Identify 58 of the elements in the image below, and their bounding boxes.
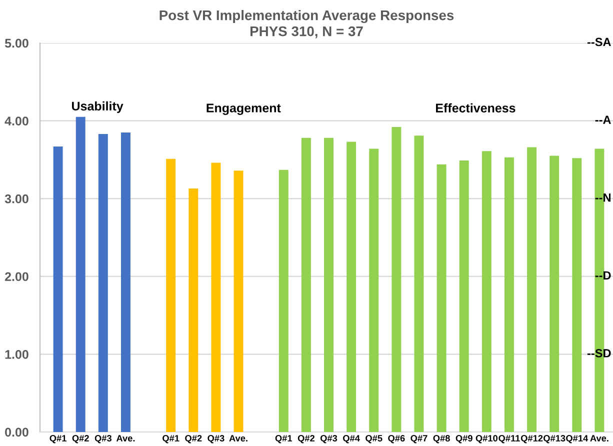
bar bbox=[436, 164, 446, 432]
y-tick-label: 5.00 bbox=[4, 38, 28, 48]
x-tick-label: Q#7 bbox=[410, 435, 428, 444]
x-tick-label: Q#13 bbox=[544, 435, 566, 444]
x-tick-label: Q#3 bbox=[208, 435, 224, 444]
bar bbox=[120, 132, 130, 432]
bar bbox=[211, 162, 221, 432]
chart-subtitle: PHYS 310, N = 37 bbox=[250, 26, 363, 38]
bar bbox=[504, 157, 514, 432]
y-tick-label: 1.00 bbox=[5, 350, 28, 359]
y-tick-label: 0.00 bbox=[5, 428, 28, 437]
bar bbox=[234, 170, 244, 432]
x-tick-label: Q#4 bbox=[343, 435, 360, 444]
bar bbox=[76, 116, 86, 432]
x-tick-label: Ave. bbox=[229, 435, 248, 442]
bar bbox=[527, 147, 537, 432]
x-tick-label: Q#1 bbox=[162, 435, 180, 444]
x-tick-label: Q#2 bbox=[298, 435, 314, 444]
x-tick-label: Ave. bbox=[116, 435, 135, 442]
bar bbox=[301, 138, 311, 432]
x-tick-label: Q#3 bbox=[94, 435, 112, 444]
x-tick-label: Q#1 bbox=[50, 435, 66, 444]
x-tick-label: Q#5 bbox=[366, 435, 382, 444]
x-tick-label: Ave. bbox=[590, 435, 608, 442]
bar bbox=[459, 160, 469, 432]
chart-title: Post VR Implementation Average Responses bbox=[160, 10, 454, 24]
annotation: Engagement bbox=[206, 104, 281, 115]
x-tick-label: Q#14 bbox=[566, 435, 588, 444]
x-tick-label: Q#10 bbox=[476, 435, 498, 444]
bar bbox=[346, 142, 356, 432]
y-tick-label: 4.00 bbox=[4, 116, 28, 126]
x-tick-label: Q#9 bbox=[456, 435, 472, 444]
annotation: Usability bbox=[72, 101, 124, 114]
bar bbox=[98, 134, 108, 432]
x-tick-label: Q#8 bbox=[433, 435, 450, 444]
x-tick-label: Q#2 bbox=[185, 435, 202, 444]
x-tick-label: Q#1 bbox=[275, 435, 292, 444]
y-tick-label: 2.00 bbox=[4, 272, 28, 282]
bar bbox=[482, 151, 492, 432]
annotation: --SA bbox=[587, 38, 611, 46]
bar bbox=[278, 170, 288, 432]
x-tick-label: Q#6 bbox=[388, 435, 405, 444]
bar bbox=[53, 146, 63, 432]
bar bbox=[550, 156, 560, 432]
x-tick-label: Q#3 bbox=[320, 435, 338, 444]
bar bbox=[324, 138, 334, 432]
x-tick-label: Q#12 bbox=[520, 435, 543, 444]
bar bbox=[414, 136, 424, 432]
x-tick-label: Q#2 bbox=[72, 435, 89, 444]
bar bbox=[392, 127, 402, 432]
x-tick-label: Q#11 bbox=[498, 435, 520, 444]
bar bbox=[369, 148, 379, 432]
bar bbox=[188, 188, 198, 432]
y-tick-label: 3.00 bbox=[4, 194, 28, 204]
bar bbox=[572, 158, 582, 432]
bar bbox=[166, 158, 176, 432]
annotation: --A bbox=[595, 116, 611, 124]
annotation: Effectiveness bbox=[436, 103, 516, 112]
